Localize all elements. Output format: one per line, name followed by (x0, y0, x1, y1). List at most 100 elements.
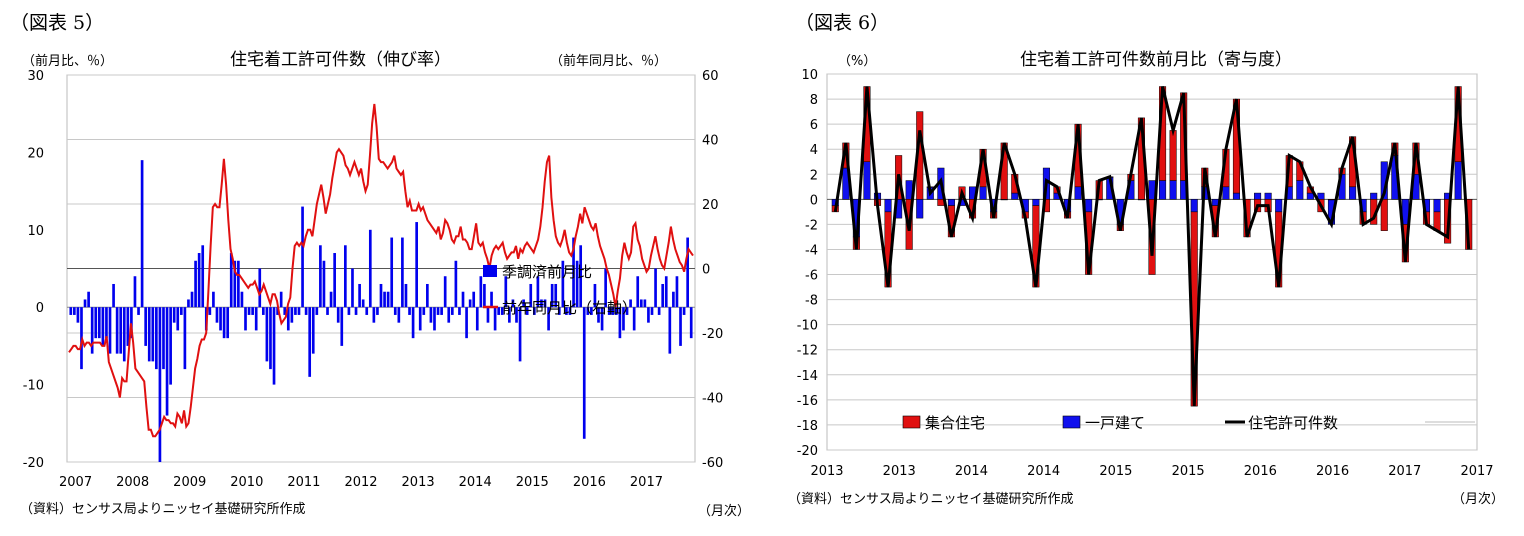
mom-bar (490, 291, 493, 308)
right-y-tick-label: -20 (797, 444, 818, 459)
right-chart-unit: （%） (838, 54, 877, 69)
right-y-tick-label: 0 (702, 263, 710, 278)
mom-bar (279, 291, 283, 308)
legend-swatch-bars (483, 265, 497, 277)
mom-bar (229, 253, 233, 308)
single-family-bar (1222, 186, 1230, 200)
right-x-unit: （月次） (1452, 492, 1505, 507)
mom-bar (247, 307, 251, 315)
mom-bar (604, 268, 607, 308)
mom-bar (418, 307, 422, 331)
mom-bar (597, 307, 600, 323)
total-permits-line (833, 86, 1471, 407)
mom-bar (618, 307, 622, 339)
multi-family-bar (1380, 199, 1388, 231)
mom-bar (368, 229, 372, 308)
left-legend: 季調済前月比 前年同月比（右軸） (483, 263, 637, 317)
yoy-line (68, 103, 694, 438)
mom-bar (97, 307, 101, 339)
mom-bar (383, 291, 386, 308)
single-family-bar (1232, 192, 1240, 200)
right-figure-label: （図表 6） (795, 12, 890, 34)
mom-bar (600, 307, 604, 331)
mom-bar (404, 283, 408, 308)
single-family-bar (1433, 199, 1441, 213)
right-x-tick-label: 2013 (810, 464, 843, 479)
mom-bar (73, 307, 76, 315)
single-family-bar (1306, 192, 1314, 200)
single-family-bar (1264, 192, 1272, 200)
mom-bar (340, 307, 344, 346)
mom-bar (568, 307, 572, 315)
mom-bar (540, 299, 543, 308)
mom-bar (550, 283, 554, 308)
mom-bar (500, 307, 504, 315)
mom-bar (415, 222, 418, 308)
mom-bar (90, 307, 94, 354)
mom-bar (112, 283, 115, 308)
mom-bar (401, 237, 404, 308)
mom-bar (215, 307, 219, 323)
left-x-tick-label: 2015 (516, 475, 549, 490)
right-y-tick-label: -60 (702, 456, 723, 471)
mom-bar (212, 291, 215, 308)
mom-bar (354, 307, 358, 315)
mom-bar (650, 307, 654, 315)
mom-bar (465, 307, 468, 339)
mom-bar (187, 299, 190, 308)
mom-bar (475, 307, 479, 331)
mom-bar (76, 307, 80, 323)
mom-bar (433, 307, 436, 331)
mom-bar (532, 307, 536, 315)
right-y-tick-label: 2 (810, 168, 818, 183)
mom-bar (304, 307, 308, 315)
mom-bar (290, 307, 294, 323)
mom-bar (126, 307, 130, 346)
left-x-tick-label: 2010 (230, 475, 263, 490)
left-x-tick-label: 2008 (116, 475, 149, 490)
mom-bar (468, 299, 472, 308)
right-y-tick-label: -16 (797, 394, 818, 409)
mom-bar (276, 307, 279, 315)
mom-bar (664, 276, 668, 308)
right-y-tick-label: -2 (805, 218, 818, 233)
legend-swatch-multi (902, 415, 921, 429)
mom-bar (351, 268, 354, 308)
mom-bar (682, 307, 686, 315)
right-y-tick-label: -10 (797, 319, 818, 334)
mom-bar (426, 283, 429, 308)
left-axis-unit: （前月比、％） (22, 54, 114, 69)
single-family-bar (1454, 161, 1462, 200)
right-x-tick-label: 2015 (1172, 464, 1205, 479)
mom-bar (172, 307, 176, 323)
mom-bar (668, 307, 672, 354)
left-y-tick-label: 0 (36, 301, 44, 316)
right-x-tick-label: 2015 (1099, 464, 1132, 479)
mom-bar (572, 237, 575, 308)
right-y-tick-label: -20 (702, 327, 723, 342)
right-y-tick-label: 8 (810, 93, 818, 108)
multi-family-bar (1169, 130, 1177, 181)
right-y-tick-label: -6 (805, 269, 818, 284)
right-y-tick-label: 60 (702, 69, 719, 84)
mom-bar (615, 307, 618, 315)
single-family-bar (1370, 192, 1378, 200)
mom-bar (557, 307, 561, 315)
single-family-bar (1085, 199, 1093, 213)
right-y-tick-label: 40 (702, 134, 719, 149)
mom-bar (647, 307, 650, 323)
multi-family-bar (1327, 199, 1335, 201)
mom-bar (237, 260, 240, 308)
mom-bar (508, 307, 511, 323)
right-legend: 集合住宅 一戸建て 住宅許可件数 (902, 414, 1475, 432)
mom-bar (226, 307, 230, 339)
mom-bar (579, 245, 583, 308)
right-x-tick-label: 2014 (1027, 464, 1060, 479)
mom-bar (155, 307, 158, 370)
mom-bar (454, 260, 458, 308)
mom-bar (272, 307, 276, 385)
single-family-bar (1190, 199, 1198, 213)
mom-bar (525, 307, 529, 315)
